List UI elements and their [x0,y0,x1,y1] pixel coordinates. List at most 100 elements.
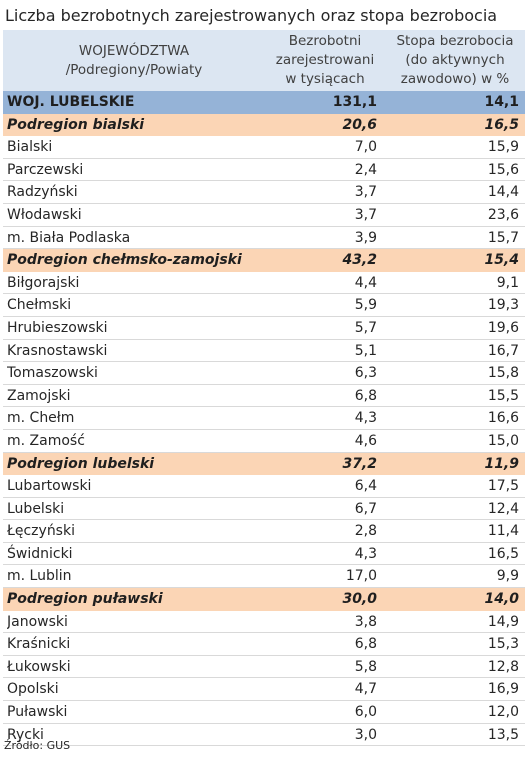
region-name-cell: m. Chełm [7,410,75,427]
region-name-cell: m. Zamość [7,432,85,449]
unemployed-cell: 3,7 [354,184,377,201]
rate-cell: 16,7 [487,342,519,359]
region-name-cell: Krasnostawski [7,342,108,359]
rate-cell: 16,9 [487,681,519,698]
rate-cell: 16,6 [487,410,519,427]
table-row: Łukowski 5,8 12,8 [3,655,525,679]
region-name-cell: Opolski [7,681,59,698]
table-row: Tomaszowski 6,3 15,8 [3,362,525,385]
region-name-cell: Podregion lubelski [7,455,155,472]
unemployed-cell: 131,1 [332,94,377,110]
rate-cell: 15,4 [484,252,519,269]
rate-cell: 16,5 [484,116,519,133]
table-row: Parczewski 2,4 15,6 [3,158,525,182]
table-row: Biłgorajski 4,4 9,1 [3,271,525,295]
region-name-cell: WOJ. LUBELSKIE [7,94,135,110]
region-name-cell: Biłgorajski [7,274,80,291]
region-name-cell: Radzyński [7,184,78,201]
region-name-cell: Hrubieszowski [7,319,108,336]
region-name-cell: Kraśnicki [7,636,71,653]
rate-cell: 13,5 [487,726,519,743]
unemployed-cell: 5,9 [354,297,377,314]
region-name-cell: Zamojski [7,387,71,404]
unemployed-cell: 3,9 [354,229,377,246]
subregion-row: Podregion chełmsko-zamojski 43,2 15,4 [3,249,525,272]
table-row: Lubartowski 6,4 17,5 [3,475,525,498]
rate-cell: 19,3 [487,297,519,314]
table-row: Krasnostawski 5,1 16,7 [3,339,525,363]
rate-cell: 12,0 [487,704,519,721]
table-row: Puławski 6,0 12,0 [3,701,525,724]
region-name-cell: Lubelski [7,500,65,517]
unemployed-cell: 4,7 [354,681,377,698]
unemployed-cell: 20,6 [342,116,377,133]
rate-cell: 17,5 [487,478,519,495]
unemployed-cell: 4,4 [354,274,377,291]
header-rate: Stopa bezrobocia (do aktywnych zawodowo)… [385,30,525,91]
unemployed-cell: 2,4 [354,161,377,178]
rate-cell: 15,8 [487,365,519,382]
rate-cell: 15,0 [487,432,519,449]
rate-cell: 11,9 [484,455,519,472]
unemployed-cell: 3,7 [354,206,377,223]
rate-cell: 15,3 [487,636,519,653]
source-note: Źródło: GUS [4,739,71,752]
unemployed-cell: 4,3 [354,545,377,562]
table-row: m. Lublin 17,0 9,9 [3,565,525,589]
table-row: Bialski 7,0 15,9 [3,136,525,159]
unemployed-cell: 6,7 [354,500,377,517]
region-name-cell: Podregion puławski [7,591,163,608]
table-row: Zamojski 6,8 15,5 [3,384,525,408]
region-name-cell: Parczewski [7,161,84,178]
unemployed-cell: 5,7 [354,319,377,336]
header-region-label: WOJEWÓDZTWA /Podregiony/Powiaty [65,42,203,78]
voivodeship-row: WOJ. LUBELSKIE 131,1 14,1 [3,91,525,114]
region-name-cell: Janowski [7,613,68,630]
rate-cell: 14,9 [487,613,519,630]
rate-cell: 14,1 [484,94,519,110]
unemployed-cell: 7,0 [354,139,377,156]
region-name-cell: Rycki [7,726,44,743]
header-rate-label: Stopa bezrobocia (do aktywnych zawodowo)… [396,33,514,87]
unemployed-cell: 6,0 [354,704,377,721]
table-row: m. Zamość 4,6 15,0 [3,429,525,453]
rate-cell: 12,4 [487,500,519,517]
unemployed-cell: 37,2 [342,455,377,472]
rate-cell: 19,6 [487,319,519,336]
unemployed-cell: 3,8 [354,613,377,630]
unemployed-cell: 5,8 [354,658,377,675]
unemployed-cell: 4,3 [354,410,377,427]
rate-cell: 12,8 [487,658,519,675]
header-unemployed: Bezrobotni zarejestrowani w tysiącach [265,30,385,91]
table-row: Janowski 3,8 14,9 [3,610,525,634]
unemployed-cell: 3,0 [354,726,377,743]
region-name-cell: Tomaszowski [7,365,98,382]
subregion-row: Podregion lubelski 37,2 11,9 [3,452,525,476]
region-name-cell: Łęczyński [7,523,75,540]
rate-cell: 15,5 [487,387,519,404]
unemployed-cell: 4,6 [354,432,377,449]
subregion-row: Podregion puławski 30,0 14,0 [3,588,525,611]
region-name-cell: Bialski [7,139,53,156]
unemployed-cell: 2,8 [354,523,377,540]
table-row: Chełmski 5,9 19,3 [3,294,525,317]
unemployed-cell: 6,4 [354,478,377,495]
rate-cell: 15,6 [487,161,519,178]
unemployed-cell: 5,1 [354,342,377,359]
table-row: Hrubieszowski 5,7 19,6 [3,316,525,340]
unemployed-cell: 17,0 [345,568,377,585]
rate-cell: 9,9 [496,568,519,585]
rate-cell: 11,4 [487,523,519,540]
table-header: WOJEWÓDZTWA /Podregiony/Powiaty Bezrobot… [3,30,525,91]
region-name-cell: m. Lublin [7,568,72,585]
rate-cell: 14,0 [484,591,519,608]
unemployed-cell: 30,0 [342,591,377,608]
table-row: m. Biała Podlaska 3,9 15,7 [3,226,525,250]
unemployed-cell: 43,2 [342,252,377,269]
rate-cell: 15,7 [487,229,519,246]
region-name-cell: Chełmski [7,297,72,314]
region-name-cell: m. Biała Podlaska [7,229,131,246]
header-unemployed-label: Bezrobotni zarejestrowani w tysiącach [275,33,375,87]
unemployed-cell: 6,3 [354,365,377,382]
